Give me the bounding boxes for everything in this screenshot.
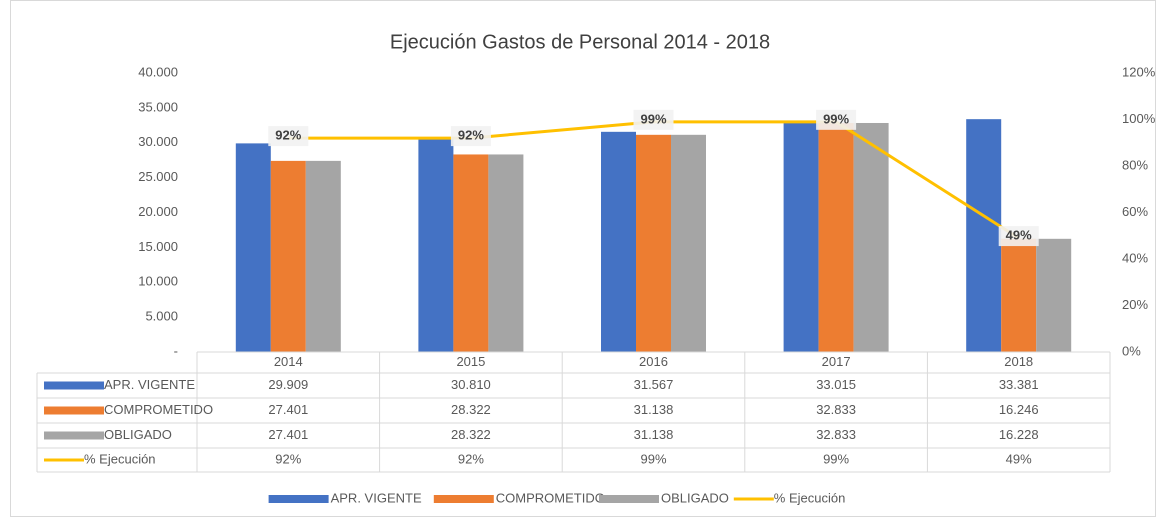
y2-tick-label: 40% <box>1122 250 1148 265</box>
table-cell: 32.833 <box>816 427 856 442</box>
data-label-bg <box>268 126 309 147</box>
y2-tick-label: 20% <box>1122 297 1148 312</box>
table-cell: 30.810 <box>451 377 491 392</box>
table-cell: 16.246 <box>999 402 1039 417</box>
table-cell: 32.833 <box>816 402 856 417</box>
bar <box>270 160 306 352</box>
y-tick-label: 15.000 <box>138 239 178 254</box>
data-label-bg <box>633 109 674 130</box>
legend-label: % Ejecución <box>774 490 846 505</box>
table-cell: 33.381 <box>999 377 1039 392</box>
bar <box>488 154 524 352</box>
bar <box>671 134 706 352</box>
legend-label: APR. VIGENTE <box>331 490 422 505</box>
data-label-bg <box>998 226 1039 247</box>
bar <box>818 122 854 352</box>
bar <box>966 119 1002 352</box>
table-key <box>44 381 104 390</box>
table-cell: 99% <box>640 451 666 466</box>
y-tick-label: 5.000 <box>145 309 178 324</box>
table-cell: 27.401 <box>268 402 308 417</box>
y-tick-label: - <box>174 343 178 358</box>
x-tick-label: 2016 <box>639 354 668 369</box>
x-tick-label: 2014 <box>274 354 303 369</box>
x-tick-label: 2015 <box>456 354 485 369</box>
table-cell: 33.015 <box>816 377 856 392</box>
table-cell: 31.138 <box>634 427 674 442</box>
y-tick-label: 30.000 <box>138 134 178 149</box>
data-label: 92% <box>275 128 301 143</box>
chart-frame <box>10 0 1156 517</box>
table-cell: 27.401 <box>268 427 308 442</box>
data-label: 49% <box>1006 228 1032 243</box>
data-label-bg <box>816 109 857 130</box>
bar <box>601 131 636 352</box>
table-row-label: OBLIGADO <box>104 427 172 442</box>
bar <box>235 143 271 352</box>
y2-tick-label: 0% <box>1122 343 1141 358</box>
y2-tick-label: 80% <box>1122 157 1148 172</box>
bar <box>1036 238 1072 352</box>
table-cell: 28.322 <box>451 402 491 417</box>
table-cell: 28.322 <box>451 427 491 442</box>
bar <box>853 122 889 352</box>
data-label: 92% <box>458 128 484 143</box>
legend-label: OBLIGADO <box>661 490 729 505</box>
legend-key <box>433 495 494 503</box>
data-label: 99% <box>823 111 849 126</box>
y-tick-label: 20.000 <box>138 204 178 219</box>
bar <box>636 134 671 352</box>
data-label: 99% <box>640 111 666 126</box>
table-cell: 31.567 <box>634 377 674 392</box>
x-tick-label: 2018 <box>1004 354 1033 369</box>
legend-key <box>268 495 329 503</box>
bar <box>783 121 819 353</box>
y2-tick-label: 120% <box>1122 64 1156 79</box>
table-cell: 92% <box>458 451 484 466</box>
legend-key <box>599 495 659 503</box>
table-cell: 49% <box>1006 451 1032 466</box>
chart-title: Ejecución Gastos de Personal 2014 - 2018 <box>390 31 770 53</box>
x-tick-label: 2017 <box>822 354 851 369</box>
table-key <box>44 406 104 415</box>
table-cell: 31.138 <box>634 402 674 417</box>
y-tick-label: 35.000 <box>138 99 178 114</box>
y2-tick-label: 100% <box>1122 111 1156 126</box>
table-cell: 99% <box>823 451 849 466</box>
table-row-label: APR. VIGENTE <box>104 377 195 392</box>
table-cell: 16.228 <box>999 427 1039 442</box>
bar <box>305 160 341 352</box>
table-cell: 92% <box>275 451 301 466</box>
bar <box>418 137 454 352</box>
table-cell: 29.909 <box>268 377 308 392</box>
table-row-label: COMPROMETIDO <box>104 402 213 417</box>
table-row-label: % Ejecución <box>84 451 156 466</box>
legend-label: COMPROMETIDO <box>496 490 605 505</box>
y-tick-label: 25.000 <box>138 169 178 184</box>
table-key <box>44 431 104 440</box>
y2-tick-label: 60% <box>1122 204 1148 219</box>
bar <box>1001 238 1037 352</box>
data-label-bg <box>450 126 491 147</box>
y-tick-label: 10.000 <box>138 274 178 289</box>
bar <box>453 154 489 352</box>
y-tick-label: 40.000 <box>138 64 178 79</box>
